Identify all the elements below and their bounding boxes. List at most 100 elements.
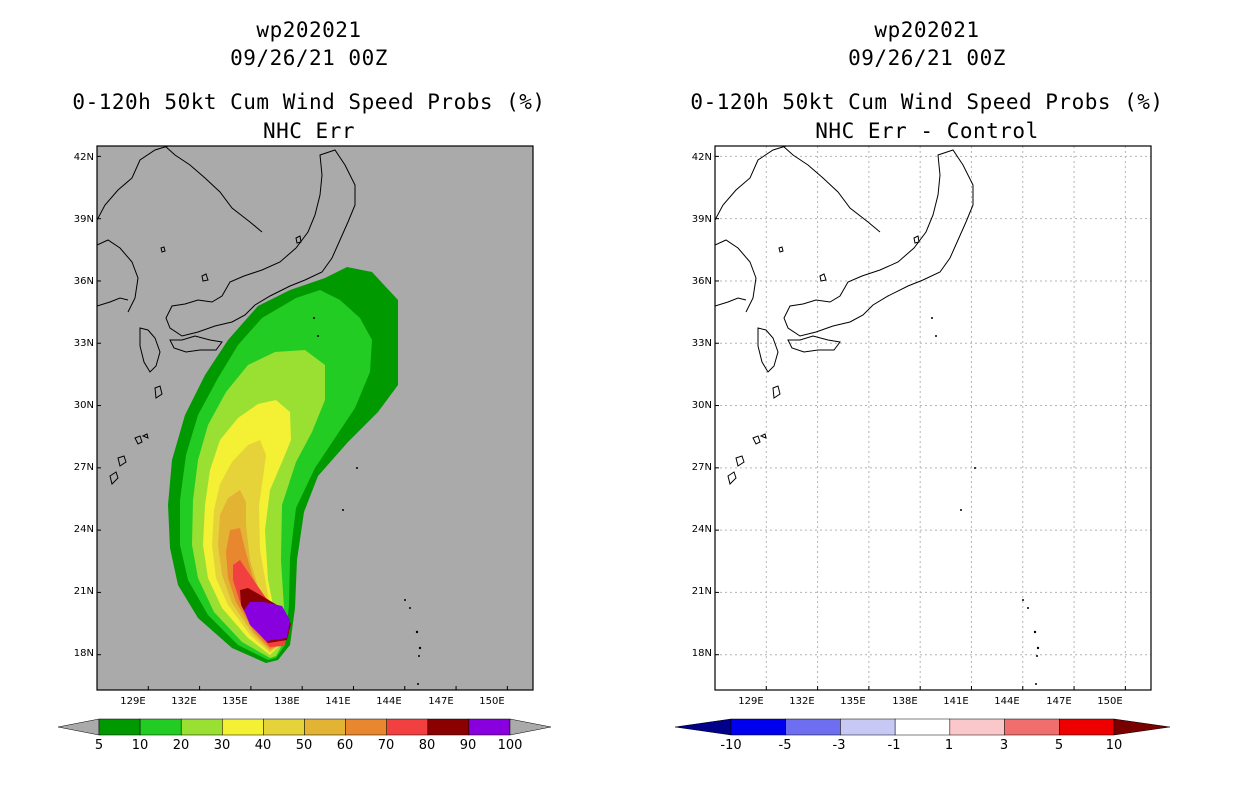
colorbar-swatch [949,718,1005,736]
colorbar-label: 10 [1106,738,1123,753]
panel-title-product: 0-120h 50kt Cum Wind Speed Probs (%) [690,90,1164,114]
lon-label: 147E [428,696,453,707]
colorbar-label: -3 [833,738,846,753]
colorbar-label: -10 [720,738,741,753]
panel-title-experiment: NHC Err [262,119,355,143]
colorbar-labels-right: -10 -5 -3 -1 1 3 5 10 [720,738,1122,753]
lon-label: 132E [789,696,814,707]
colorbar-labels-left: 5 10 20 30 40 50 60 70 80 90 100 [95,738,523,753]
colorbar-swatch [345,718,387,736]
colorbar-swatch [1004,718,1060,736]
probability-contours [168,267,398,663]
lat-labels-left: 42N 39N 36N 33N 30N 27N 24N 21N 18N [74,152,94,659]
colorbar-label: 90 [460,738,477,753]
lat-label: 42N [692,152,712,163]
colorbar-label: 3 [1000,738,1008,753]
lat-label: 36N [74,276,94,287]
colorbar-swatch [1059,718,1115,736]
lat-label: 39N [692,214,712,225]
lat-label: 30N [74,400,94,411]
colorbar-label: 30 [214,738,231,753]
map-frame [96,145,534,691]
lon-label: 135E [840,696,865,707]
colorbar-swatch [139,718,182,736]
lat-label: 24N [692,524,712,535]
lon-label: 129E [738,696,763,707]
colorbar-swatch [894,718,951,736]
lon-label: 129E [120,696,145,707]
lat-labels-right: 42N 39N 36N 33N 30N 27N 24N 21N 18N [692,152,712,659]
colorbar-label: 80 [419,738,436,753]
colorbar-swatch [468,718,511,736]
lon-label: 135E [222,696,247,707]
colorbar-swatch [222,718,264,736]
colorbar-label: 60 [337,738,354,753]
panel-title-date: 09/26/21 00Z [848,46,1006,70]
panel-nhc-err-control: wp202021 09/26/21 00Z 0-120h 50kt Cum Wi… [618,0,1236,800]
panel-title-experiment: NHC Err - Control [815,119,1039,143]
map-chart-right: 42N 39N 36N 33N 30N 27N 24N 21N 18N 129E… [674,145,1171,753]
lat-label: 27N [74,462,94,473]
lat-label: 24N [74,524,94,535]
lon-label: 141E [325,696,350,707]
lon-labels-right: 129E 132E 135E 138E 141E 144E 147E 150E [738,696,1122,707]
colorbar-label: 50 [296,738,313,753]
colorbar-swatch [263,718,305,736]
panel-title-product: 0-120h 50kt Cum Wind Speed Probs (%) [72,90,546,114]
colorbar-label: 70 [378,738,395,753]
colorbar-label: 40 [255,738,272,753]
map-grid-right [715,146,1151,690]
lat-label: 33N [74,338,94,349]
lon-label: 141E [943,696,968,707]
colorbar-swatch [98,718,141,736]
colorbar-label: 100 [498,738,523,753]
lat-label: 27N [692,462,712,473]
lon-labels-left: 129E 132E 135E 138E 141E 144E 147E 150E [120,696,504,707]
colorbar-swatch [785,718,841,736]
lat-label: 36N [692,276,712,287]
panel-nhc-err: wp202021 09/26/21 00Z 0-120h 50kt Cum Wi… [57,18,552,753]
colorbar-swatch [730,718,786,736]
colorbar-swatch [427,718,470,736]
lat-label: 21N [74,586,94,597]
panel-title-storm: wp202021 [256,18,362,42]
colorbar-end-high [509,718,552,736]
small-islands-left [313,317,422,685]
colorbar-swatch [386,718,429,736]
colorbar-swatch [180,718,223,736]
colorbar-label: -1 [888,738,901,753]
colorbar-label: -5 [779,738,792,753]
small-islands-right [931,317,1040,685]
lon-label: 138E [892,696,917,707]
lat-label: 21N [692,586,712,597]
axis-ticks-right [715,155,1126,690]
lat-label: 39N [74,214,94,225]
contour-90 [244,602,290,641]
map-background [715,146,1151,690]
lon-label: 144E [376,696,401,707]
axis-ticks-left [97,155,508,690]
lat-label: 18N [74,648,94,659]
colorbar-label: 5 [95,738,103,753]
colorbar-swatch [304,718,346,736]
map-chart-left: 42N 39N 36N 33N 30N 27N 24N 21N 18N 129E… [57,145,552,753]
colorbar-left [57,718,552,736]
lon-label: 150E [479,696,504,707]
lon-label: 147E [1046,696,1071,707]
lat-label: 33N [692,338,712,349]
lat-label: 42N [74,152,94,163]
colorbar-label: 20 [173,738,190,753]
panel-title-date: 09/26/21 00Z [230,46,388,70]
coastlines-right [715,146,974,485]
lon-label: 138E [274,696,299,707]
lat-label: 18N [692,648,712,659]
colorbar-end-low [674,718,732,736]
lon-label: 132E [171,696,196,707]
colorbar-label: 1 [945,738,953,753]
coastlines-left [97,146,356,485]
colorbar-end-high [1113,718,1171,736]
lon-label: 150E [1097,696,1122,707]
colorbar-label: 10 [132,738,149,753]
colorbar-swatch [840,718,896,736]
panel-title-storm: wp202021 [874,18,980,42]
